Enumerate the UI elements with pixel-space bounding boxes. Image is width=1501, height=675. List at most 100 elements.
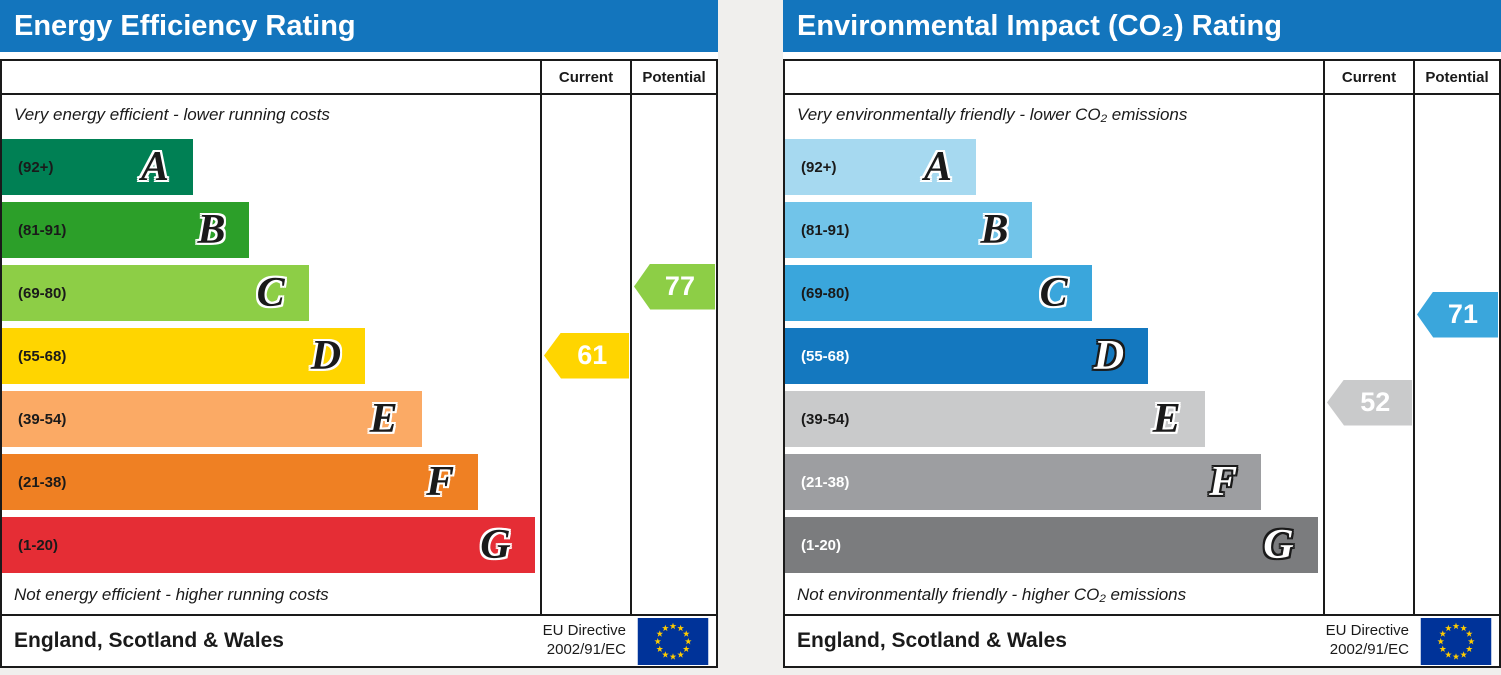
bottom-caption: Not environmentally friendly - higher CO…: [797, 585, 1187, 604]
table-body: Very environmentally friendly - lower CO…: [785, 95, 1499, 614]
band-range-label: (1-20): [801, 536, 842, 554]
band-letter: F: [426, 459, 455, 505]
band-range-label: (69-80): [801, 284, 850, 302]
band-row-f: (21-38) F: [2, 450, 540, 513]
bands-area: Very environmentally friendly - lower CO…: [785, 95, 1323, 614]
band-row-c: (69-80) C: [2, 261, 540, 324]
footer-right: EU Directive 2002/91/EC: [1326, 617, 1493, 665]
band-bar-c: (69-80) C: [2, 265, 309, 321]
band-range-label: (21-38): [801, 473, 850, 491]
band-row-g: (1-20) G: [785, 513, 1323, 576]
band-letter: C: [1039, 270, 1068, 316]
potential-rating-value: 71: [1447, 299, 1478, 329]
band-row-f: (21-38) F: [785, 450, 1323, 513]
eu-directive-label: EU Directive 2002/91/EC: [1326, 622, 1409, 660]
chart-title: Environmental Impact (CO₂) Rating: [783, 0, 1501, 52]
band-range-label: (39-54): [801, 410, 850, 428]
region-label: England, Scotland & Wales: [14, 629, 284, 652]
eu-directive-line2: 2002/91/EC: [1329, 641, 1409, 658]
top-caption: Very environmentally friendly - lower CO…: [797, 105, 1188, 124]
band-letter: D: [310, 333, 342, 379]
band-bar-b: (81-91) B: [785, 202, 1033, 258]
current-column-header: Current: [1323, 61, 1413, 93]
potential-column: 77: [630, 95, 716, 614]
table-header: Current Potential: [785, 61, 1499, 95]
table-footer: England, Scotland & Wales EU Directive 2…: [2, 614, 716, 666]
potential-rating-arrow: 71: [1417, 291, 1498, 338]
band-bar-g: (1-20) G: [2, 517, 535, 573]
bands-area: Very energy efficient - lower running co…: [2, 95, 540, 614]
band-letter: F: [1209, 459, 1238, 505]
table-body: Very energy efficient - lower running co…: [2, 95, 716, 614]
current-rating-arrow: 61: [544, 332, 629, 379]
band-row-e: (39-54) E: [2, 387, 540, 450]
header-spacer: [2, 61, 540, 93]
eu-directive-line1: EU Directive: [1325, 622, 1409, 640]
potential-column-header: Potential: [1413, 61, 1499, 93]
band-bar-b: (81-91) B: [2, 202, 250, 258]
table-footer: England, Scotland & Wales EU Directive 2…: [785, 614, 1499, 666]
band-range-label: (39-54): [18, 410, 67, 428]
band-row-b: (81-91) B: [2, 198, 540, 261]
current-rating-arrow: 52: [1327, 379, 1412, 426]
band-bar-c: (69-80) C: [785, 265, 1092, 321]
band-letter: G: [1263, 522, 1294, 568]
band-letter: G: [480, 522, 511, 568]
current-column-header: Current: [540, 61, 630, 93]
bottom-caption: Not energy efficient - higher running co…: [14, 585, 329, 604]
band-letter: D: [1093, 333, 1125, 379]
rating-table: Current Potential Very energy efficient …: [0, 59, 718, 668]
band-letter: A: [923, 144, 952, 190]
band-range-label: (81-91): [801, 221, 850, 239]
potential-rating-arrow: 77: [634, 263, 715, 310]
band-bar-d: (55-68) D: [785, 328, 1149, 384]
band-range-label: (55-68): [18, 347, 67, 365]
band-row-d: (55-68) D: [2, 324, 540, 387]
band-bar-e: (39-54) E: [2, 391, 422, 447]
band-row-a: (92+) A: [2, 135, 540, 198]
current-column: 61: [540, 95, 630, 614]
band-bar-e: (39-54) E: [785, 391, 1205, 447]
rating-table: Current Potential Very environmentally f…: [783, 59, 1501, 668]
band-bar-a: (92+) A: [2, 139, 193, 195]
band-row-a: (92+) A: [785, 135, 1323, 198]
band-row-b: (81-91) B: [785, 198, 1323, 261]
band-letter: C: [256, 270, 285, 316]
current-rating-value: 61: [577, 340, 608, 370]
band-letter: A: [140, 144, 169, 190]
environmental-impact-rating-chart: Environmental Impact (CO₂) Rating Curren…: [783, 0, 1501, 668]
band-range-label: (21-38): [18, 473, 67, 491]
band-letter: B: [980, 207, 1009, 253]
band-bar-a: (92+) A: [785, 139, 976, 195]
band-range-label: (55-68): [801, 347, 850, 365]
band-range-label: (81-91): [18, 221, 67, 239]
band-bar-f: (21-38) F: [785, 454, 1262, 510]
band-range-label: (92+): [801, 158, 837, 176]
table-header: Current Potential: [2, 61, 716, 95]
eu-directive-line2: 2002/91/EC: [546, 641, 626, 658]
band-bar-f: (21-38) F: [2, 454, 479, 510]
footer-right: EU Directive 2002/91/EC: [542, 617, 710, 665]
eu-flag-icon: [1420, 617, 1492, 665]
eu-flag-icon: [637, 617, 709, 665]
band-bar-g: (1-20) G: [785, 517, 1318, 573]
band-row-e: (39-54) E: [785, 387, 1323, 450]
current-column: 52: [1323, 95, 1413, 614]
band-row-d: (55-68) D: [785, 324, 1323, 387]
energy-efficiency-rating-chart: Energy Efficiency Rating Current Potenti…: [0, 0, 718, 668]
band-range-label: (1-20): [18, 536, 59, 554]
chart-title: Energy Efficiency Rating: [0, 0, 718, 52]
band-row-g: (1-20) G: [2, 513, 540, 576]
top-caption: Very energy efficient - lower running co…: [14, 105, 330, 124]
band-letter: E: [1152, 396, 1181, 442]
potential-column-header: Potential: [630, 61, 716, 93]
band-bar-d: (55-68) D: [2, 328, 366, 384]
current-rating-value: 52: [1360, 387, 1391, 417]
region-label: England, Scotland & Wales: [797, 629, 1067, 652]
band-range-label: (92+): [18, 158, 54, 176]
eu-directive-line1: EU Directive: [542, 622, 626, 640]
potential-column: 71: [1413, 95, 1499, 614]
band-letter: B: [197, 207, 226, 253]
header-spacer: [785, 61, 1323, 93]
band-range-label: (69-80): [18, 284, 67, 302]
